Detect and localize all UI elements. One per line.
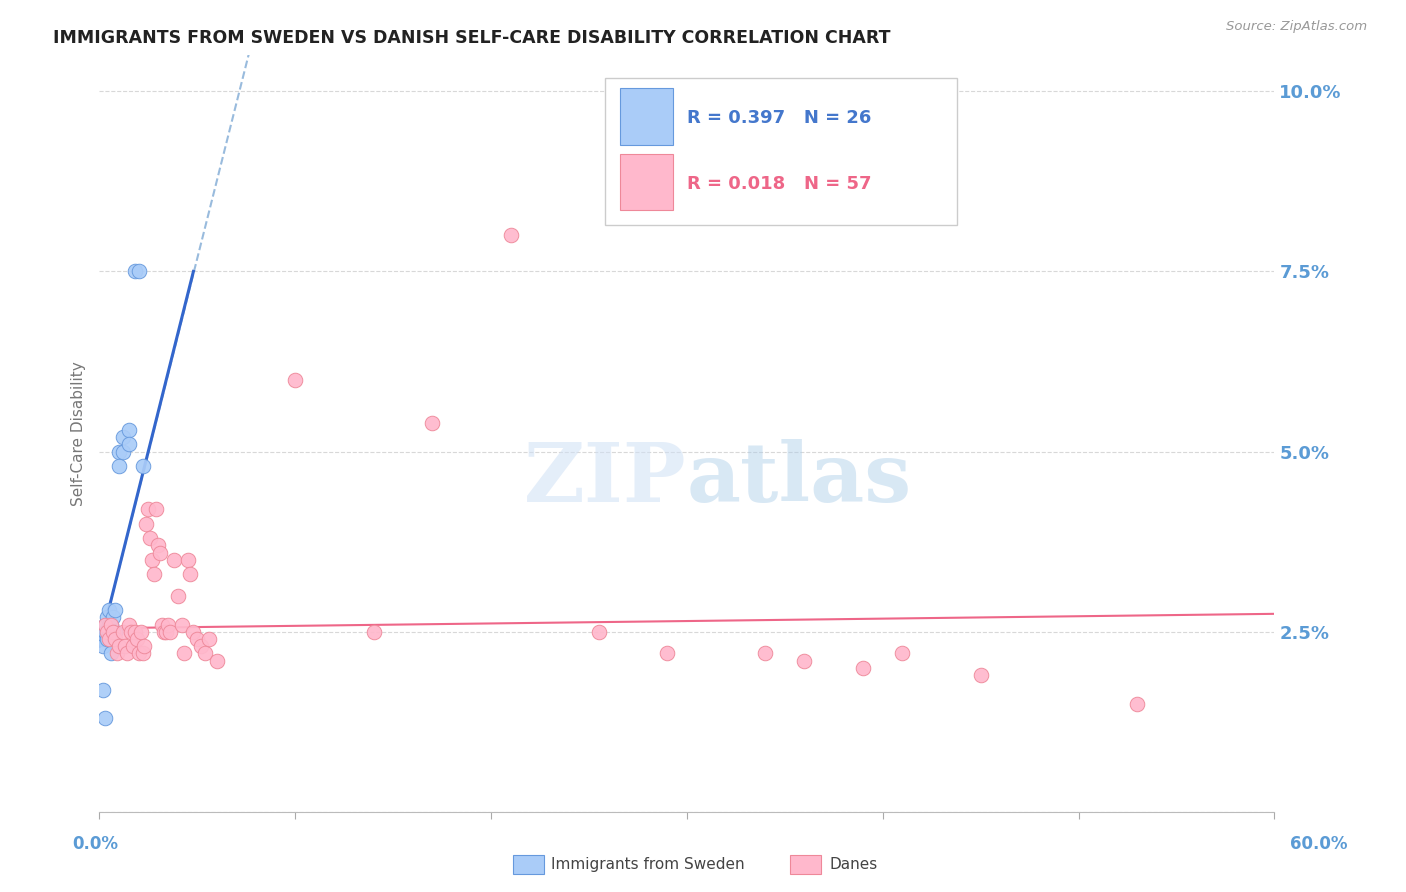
Text: Danes: Danes	[830, 857, 877, 871]
Point	[93, 640, 115, 654]
Point	[101, 610, 124, 624]
Point	[104, 624, 127, 639]
FancyBboxPatch shape	[620, 88, 673, 145]
Point	[120, 624, 142, 639]
Point	[118, 423, 141, 437]
Point	[93, 632, 115, 646]
Point	[104, 632, 127, 646]
Text: IMMIGRANTS FROM SWEDEN VS DANISH SELF-CARE DISABILITY CORRELATION CHART: IMMIGRANTS FROM SWEDEN VS DANISH SELF-CA…	[53, 29, 891, 46]
Point	[121, 640, 143, 654]
Point	[179, 567, 201, 582]
Point	[793, 654, 815, 668]
Point	[128, 647, 150, 661]
Point	[205, 654, 228, 668]
Point	[100, 617, 122, 632]
Point	[159, 624, 181, 639]
Point	[422, 416, 444, 430]
Point	[131, 647, 153, 661]
Text: R = 0.397   N = 26: R = 0.397 N = 26	[688, 109, 872, 128]
Point	[176, 553, 198, 567]
Text: atlas: atlas	[688, 439, 912, 519]
Point	[149, 545, 172, 559]
Point	[150, 617, 173, 632]
Point	[111, 430, 134, 444]
Text: R = 0.018   N = 57: R = 0.018 N = 57	[688, 175, 872, 193]
Point	[183, 624, 205, 639]
Point	[153, 624, 176, 639]
Point	[98, 624, 121, 639]
Point	[166, 589, 188, 603]
Point	[194, 647, 217, 661]
Point	[190, 640, 212, 654]
Point	[143, 567, 166, 582]
Text: Immigrants from Sweden: Immigrants from Sweden	[551, 857, 745, 871]
Point	[108, 458, 131, 473]
Y-axis label: Self-Care Disability: Self-Care Disability	[72, 361, 86, 506]
Point	[93, 682, 115, 697]
Point	[111, 624, 134, 639]
Point	[131, 458, 153, 473]
Point	[135, 516, 157, 531]
Point	[96, 610, 118, 624]
Point	[98, 617, 121, 632]
Point	[115, 647, 138, 661]
Point	[657, 647, 679, 661]
Point	[155, 624, 177, 639]
Point	[100, 617, 122, 632]
Point	[125, 632, 148, 646]
Point	[111, 444, 134, 458]
Point	[173, 647, 195, 661]
Point	[969, 668, 991, 682]
Point	[852, 661, 875, 675]
Text: Source: ZipAtlas.com: Source: ZipAtlas.com	[1226, 20, 1367, 33]
Point	[1126, 697, 1149, 711]
Point	[129, 624, 152, 639]
Point	[138, 502, 160, 516]
Point	[891, 647, 914, 661]
Point	[94, 624, 117, 639]
Point	[118, 437, 141, 451]
Point	[105, 647, 128, 661]
Point	[284, 372, 307, 386]
Point	[499, 228, 522, 243]
Point	[94, 711, 117, 725]
Point	[588, 624, 610, 639]
Point	[163, 553, 186, 567]
Point	[108, 444, 131, 458]
Text: 60.0%: 60.0%	[1291, 835, 1347, 853]
Point	[186, 632, 208, 646]
Point	[98, 603, 121, 617]
Point	[145, 502, 167, 516]
Point	[363, 624, 385, 639]
Point	[104, 603, 127, 617]
Text: 0.0%: 0.0%	[73, 835, 118, 853]
Point	[94, 617, 117, 632]
Point	[134, 640, 156, 654]
Point	[96, 632, 118, 646]
Point	[124, 624, 146, 639]
Point	[96, 624, 118, 639]
Point	[124, 264, 146, 278]
Point	[148, 538, 170, 552]
Text: ZIP: ZIP	[524, 439, 688, 519]
Point	[101, 624, 124, 639]
Point	[128, 264, 150, 278]
Point	[93, 624, 115, 639]
FancyBboxPatch shape	[605, 78, 957, 226]
Point	[118, 617, 141, 632]
Point	[754, 647, 776, 661]
Point	[108, 640, 131, 654]
Point	[98, 632, 121, 646]
FancyBboxPatch shape	[620, 153, 673, 211]
Point	[139, 531, 162, 545]
Point	[170, 617, 193, 632]
Point	[156, 617, 179, 632]
Point	[100, 647, 122, 661]
Point	[94, 617, 117, 632]
Point	[114, 640, 136, 654]
Point	[141, 553, 163, 567]
Point	[198, 632, 221, 646]
